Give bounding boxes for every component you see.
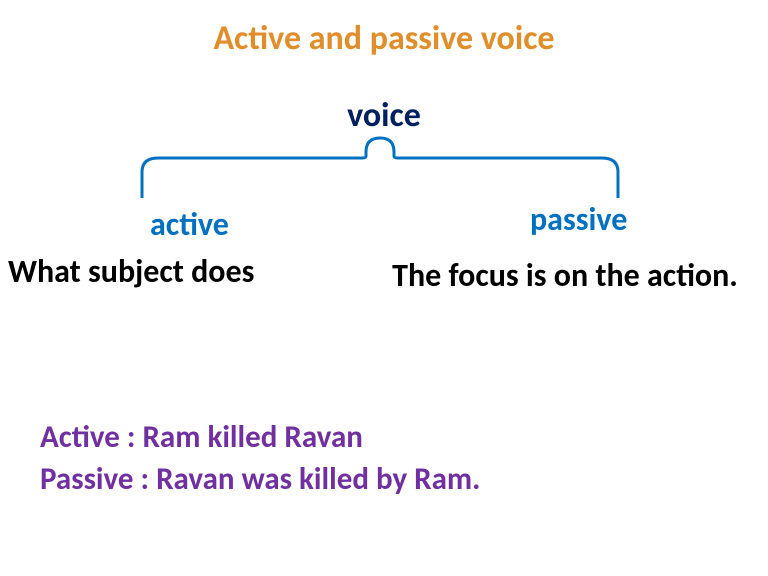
branch-active-description: What subject does	[8, 252, 254, 291]
bracket-connector	[140, 136, 620, 200]
page-title: Active and passive voice	[0, 18, 768, 59]
branch-passive-description: The focus is on the action.	[380, 258, 750, 295]
example-passive: Passive : Ravan was killed by Ram.	[40, 460, 480, 498]
branch-active-label: active	[150, 205, 229, 244]
branch-passive-label: passive	[530, 200, 627, 239]
root-node: voice	[0, 95, 768, 136]
example-active: Active : Ram killed Ravan	[40, 418, 363, 456]
